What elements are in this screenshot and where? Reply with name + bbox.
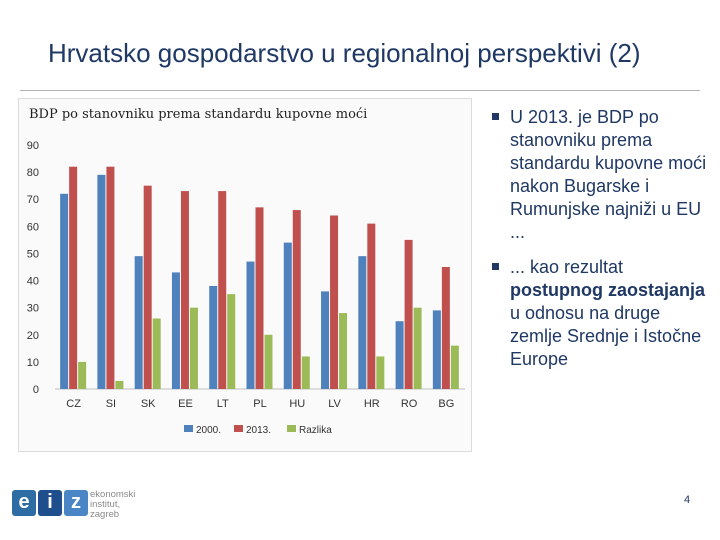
x-tick-label: SK xyxy=(141,398,156,410)
slide-title: Hrvatsko gospodarstvo u regionalnoj pers… xyxy=(48,38,641,68)
bar-2000-lt xyxy=(209,285,218,389)
bar-razlika-ee xyxy=(189,307,198,389)
bar-razlika-hu xyxy=(301,356,310,389)
bar-razlika-bg xyxy=(450,345,459,389)
bar-2013-ro xyxy=(404,239,413,389)
bullet-list: U 2013. je BDP po stanovniku prema stand… xyxy=(492,106,707,383)
bar-2000-hu xyxy=(283,242,292,389)
y-tick-label: 20 xyxy=(27,330,39,342)
bullet-text: U 2013. je BDP po stanovniku prema stand… xyxy=(510,107,707,242)
bar-2013-sk xyxy=(143,185,152,389)
bar-razlika-lt xyxy=(227,294,236,389)
x-tick-label: EE xyxy=(178,398,193,410)
y-tick-label: 90 xyxy=(27,140,39,152)
y-tick-label: 60 xyxy=(27,221,39,233)
legend-label: 2000. xyxy=(196,425,221,436)
x-tick-label: LT xyxy=(217,398,229,410)
x-tick-label: SI xyxy=(106,398,116,410)
bar-2000-cz xyxy=(60,193,69,389)
bar-razlika-lv xyxy=(339,313,348,389)
bar-chart: 0 10 20 30 40 50 60 70 80 90 CZ SI SK EE LT PL HU LV HR RO B… xyxy=(27,140,465,436)
bullet-text-bold: postupnog zaostajanja xyxy=(510,280,706,300)
bullet-text: u odnosu na druge zemlje Srednje i Istoč… xyxy=(510,303,702,369)
logo-line: institut, xyxy=(90,499,121,510)
bar-2013-si xyxy=(106,166,115,389)
legend-label: 2013. xyxy=(246,425,271,436)
bullet-square-icon xyxy=(492,113,499,120)
x-tick-label: CZ xyxy=(66,398,81,410)
logo-line: zagreb xyxy=(90,509,120,520)
logo-text: ekonomski institut, zagreb xyxy=(90,490,135,520)
bar-2000-hr xyxy=(358,256,367,389)
chart-panel: BDP po stanovniku prema standardu kupovn… xyxy=(18,98,472,452)
logo-letter-i: i xyxy=(38,490,62,516)
y-tick-label: 40 xyxy=(27,276,39,288)
bar-razlika-pl xyxy=(264,334,273,389)
x-tick-label: HU xyxy=(289,398,305,410)
bar-razlika-si xyxy=(115,380,124,389)
legend-swatch xyxy=(287,425,296,432)
legend-swatch xyxy=(234,425,243,432)
bar-2000-si xyxy=(97,174,106,389)
bar-2000-ee xyxy=(171,272,180,389)
logo-line: ekonomski xyxy=(90,489,136,500)
x-tick-label: LV xyxy=(328,398,341,410)
y-tick-label: 10 xyxy=(27,357,39,369)
page-number: 4 xyxy=(684,494,691,506)
y-tick-label: 0 xyxy=(33,384,39,396)
x-tick-label: HR xyxy=(364,398,380,410)
bar-2000-bg xyxy=(432,310,441,389)
bar-2000-sk xyxy=(134,256,143,389)
bar-2013-cz xyxy=(69,166,78,389)
logo-letter-e: e xyxy=(12,490,36,516)
bar-razlika-hr xyxy=(376,356,385,389)
legend-swatch xyxy=(184,425,193,432)
bar-2013-hr xyxy=(367,223,376,389)
bar-razlika-ro xyxy=(413,307,422,389)
y-tick-label: 30 xyxy=(27,303,39,315)
bullet-item: ... kao rezultat postupnog zaostajanja u… xyxy=(492,256,707,371)
bar-2013-lv xyxy=(330,215,339,389)
x-tick-label: PL xyxy=(253,398,266,410)
chart-title: BDP po stanovniku prema standardu kupovn… xyxy=(29,107,368,122)
eiz-logo: e i z ekonomski institut, zagreb xyxy=(12,490,152,526)
legend-label: Razlika xyxy=(299,425,332,436)
bar-2000-pl xyxy=(246,261,255,389)
bar-2000-lv xyxy=(321,291,330,389)
bar-razlika-cz xyxy=(78,361,87,389)
bar-2013-ee xyxy=(180,191,189,389)
bar-2013-pl xyxy=(255,207,264,389)
bar-2013-bg xyxy=(441,267,450,389)
bar-2013-hu xyxy=(292,210,301,389)
bullet-item: U 2013. je BDP po stanovniku prema stand… xyxy=(492,106,707,244)
bullet-square-icon xyxy=(492,263,499,270)
x-tick-label: RO xyxy=(401,398,418,410)
y-tick-label: 50 xyxy=(27,248,39,260)
y-tick-label: 70 xyxy=(27,194,39,206)
bar-2013-lt xyxy=(218,191,227,389)
logo-letter-z: z xyxy=(64,490,88,516)
bar-2000-ro xyxy=(395,321,404,389)
title-divider xyxy=(20,90,700,91)
bar-razlika-sk xyxy=(152,318,161,389)
bullet-text: ... kao rezultat xyxy=(510,257,624,277)
y-tick-label: 80 xyxy=(27,167,39,179)
x-tick-label: BG xyxy=(438,398,454,410)
